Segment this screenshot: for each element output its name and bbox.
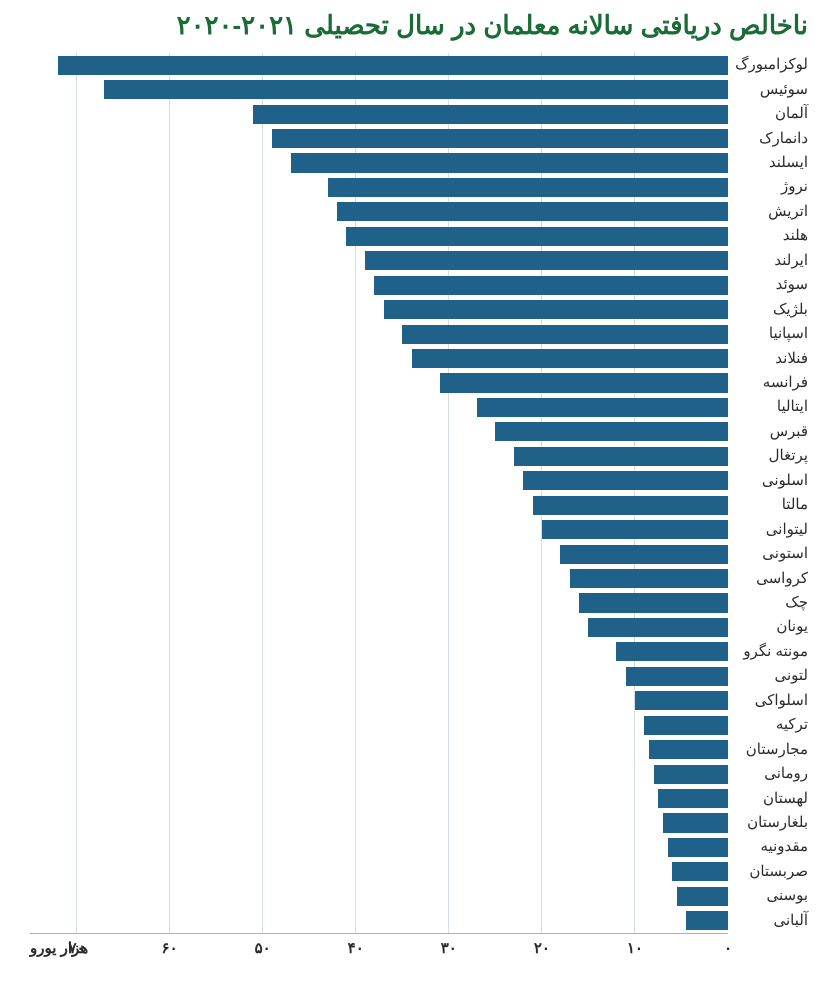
bar [384,300,728,319]
country-label: رومانی [764,766,808,781]
country-label: اتریش [768,204,808,219]
bar [58,56,728,75]
country-label: کرواسی [756,571,808,586]
bar [337,202,728,221]
country-label: لیتوانی [766,522,808,537]
bar [272,129,728,148]
country-label: مالتا [782,497,808,512]
x-axis-unit-label: هزار یورو [30,939,88,957]
country-label: مونته نگرو [743,644,808,659]
bar [477,398,728,417]
country-label: سوئد [776,277,808,292]
country-label: ایتالیا [777,399,808,414]
country-label: قبرس [770,424,808,439]
plot-area [30,53,728,933]
chart-container: لوکزامبورگ سوئیس آلمان دانمارک ایسلند نروژ اتر… [20,53,808,963]
country-label: بوسنی [766,888,808,903]
x-axis-line [30,933,728,934]
x-tick-label: ۵۰ [255,939,271,957]
bar [104,80,728,99]
bar [523,471,728,490]
chart-title: ناخالص دریافتی سالانه معلمان در سال تحصی… [20,10,808,41]
bar [542,520,728,539]
bar [495,422,728,441]
country-label: ایسلند [769,155,808,170]
x-tick-label: ۱۰ [627,939,643,957]
country-label: پرتغال [769,448,808,463]
bar [672,862,728,881]
bar [616,642,728,661]
bar [677,887,728,906]
x-axis: ۰۱۰۲۰۳۰۴۰۵۰۶۰۷۰هزار یورو [30,933,728,963]
country-label: هلند [783,228,808,243]
country-label: ترکیه [776,717,808,732]
bar [579,593,728,612]
country-label: فرانسه [763,375,808,390]
country-label: ایرلند [774,253,808,268]
bar [514,447,728,466]
gridline [262,53,263,933]
bar [291,153,728,172]
bar [635,691,728,710]
bar [346,227,728,246]
x-tick-label: ۳۰ [441,939,457,957]
gridline [76,53,77,933]
country-label: یونان [776,619,808,634]
gridline [169,53,170,933]
country-label: بلغارستان [747,815,808,830]
bar [560,545,728,564]
bar [253,105,728,124]
country-label: دانمارک [759,131,808,146]
country-label: اسلونی [762,473,808,488]
country-label: لوکزامبورگ [735,57,808,72]
bar [440,373,729,392]
bar [663,813,728,832]
country-label: فنلاند [775,351,808,366]
country-label: بلژیک [773,302,808,317]
country-label: استونی [762,546,808,561]
country-label: مقدونیه [761,839,808,854]
bar [588,618,728,637]
country-label: صربستان [749,864,808,879]
x-tick-label: ۴۰ [348,939,364,957]
bar [626,667,728,686]
x-tick-label: ۲۰ [534,939,550,957]
country-label: مجارستان [746,742,808,757]
bar [374,276,728,295]
y-axis-labels: لوکزامبورگ سوئیس آلمان دانمارک ایسلند نروژ اتر… [730,53,808,933]
x-tick-label: ۶۰ [162,939,178,957]
bar [570,569,728,588]
country-label: چک [785,595,808,610]
bar [658,789,728,808]
country-label: لتونی [774,668,808,683]
x-tick-label: ۰ [724,939,732,957]
bar [668,838,728,857]
bar [654,765,728,784]
bar [365,251,728,270]
bar [328,178,728,197]
bar [686,911,728,930]
bar [649,740,728,759]
bar [644,716,728,735]
country-label: اسلواکی [755,693,808,708]
country-label: لهستان [763,791,808,806]
country-label: نروژ [781,179,808,194]
bar [412,349,728,368]
bar [402,325,728,344]
country-label: اسپانیا [769,326,808,341]
country-label: آلمان [775,106,808,121]
country-label: سوئیس [760,82,808,97]
country-label: آلبانی [773,913,808,928]
bar [533,496,728,515]
